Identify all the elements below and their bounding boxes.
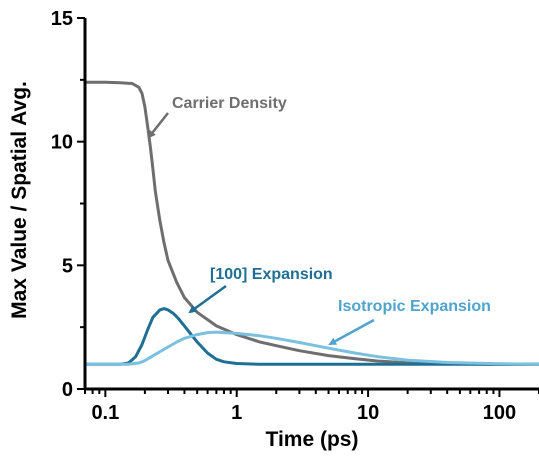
- annotation-layer: Carrier Density [100] Expansion Isotropi…: [147, 95, 491, 346]
- x-tick-label: 0.1: [91, 402, 119, 424]
- series-line-2: [83, 307, 539, 366]
- annotation-carrier-density: Carrier Density: [172, 95, 287, 112]
- annotation-arrow-carrier-density: [147, 112, 169, 139]
- annotation-arrow-100-expansion: [188, 284, 227, 314]
- y-axis-title: Max Value / Spatial Avg.: [8, 81, 31, 319]
- axes-layer: [83, 18, 539, 391]
- x-tick-label: 10: [357, 402, 379, 424]
- series-line-3: [83, 330, 539, 366]
- series-layer: [83, 80, 539, 366]
- x-axis-title: Time (ps): [266, 428, 359, 451]
- y-tick-label: 5: [62, 255, 73, 277]
- x-tick-label: 1: [231, 402, 242, 424]
- annotation-isotropic-expansion: Isotropic Expansion: [338, 298, 491, 315]
- annotation-100-expansion: [100] Expansion: [210, 266, 333, 283]
- x-tick-label: 100: [483, 402, 516, 424]
- y-tick-label: 10: [51, 132, 73, 154]
- series-line-1: [83, 80, 539, 366]
- annotation-arrow-isotropic-expansion: [328, 318, 375, 346]
- y-tick-label: 0: [62, 379, 73, 401]
- ticks-layer: 0.1 1 10 100 0 5 10 15: [51, 8, 539, 424]
- y-tick-label: 15: [51, 8, 73, 30]
